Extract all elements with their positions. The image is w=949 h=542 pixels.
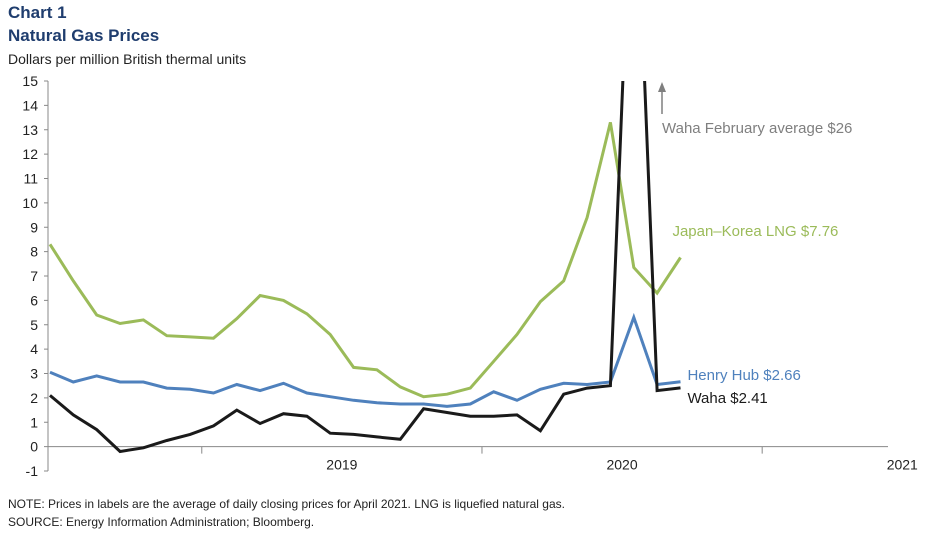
- y-tick-label: 12: [22, 146, 38, 162]
- series-labels: Japan–Korea LNG $7.76 Henry Hub $2.66 Waha…: [658, 82, 852, 407]
- henry-hub-line: [49, 312, 681, 408]
- y-tick-label: 2: [30, 390, 38, 406]
- footnote: NOTE: Prices in labels are the average o…: [8, 497, 565, 511]
- x-tick-label: 2021: [887, 457, 918, 473]
- y-tick-label: 6: [30, 292, 38, 308]
- y-tick-label: 15: [22, 73, 38, 89]
- y-tick-label: 10: [22, 195, 38, 211]
- y-tick-label: 7: [30, 268, 38, 284]
- y-tick-label: 1: [30, 414, 38, 430]
- y-tick-label: 4: [30, 341, 38, 357]
- annotation-arrowhead: [658, 82, 666, 92]
- x-tick-label: 2020: [606, 457, 637, 473]
- y-tick-label: 3: [30, 366, 38, 382]
- waha-february-annotation: Waha February average $26: [662, 120, 852, 137]
- chart-units: Dollars per million British thermal unit…: [8, 51, 247, 67]
- y-tick-label: 0: [30, 439, 38, 455]
- waha-line: [49, 81, 681, 454]
- henry-hub-label: Henry Hub $2.66: [687, 367, 800, 384]
- y-tick-label: 5: [30, 317, 38, 333]
- y-tick-label: 11: [23, 171, 38, 187]
- japan-korea-lng-line: [48, 122, 682, 399]
- source-note: SOURCE: Energy Information Administratio…: [8, 515, 315, 529]
- y-tick-label: 14: [22, 97, 38, 113]
- y-tick-label: 9: [30, 219, 38, 235]
- waha-label: Waha $2.41: [687, 390, 767, 407]
- x-tick-label: 2019: [326, 457, 357, 473]
- y-tick-label: -1: [26, 463, 39, 479]
- series-lines: [48, 81, 682, 454]
- x-axis: 2019 2020 2021: [48, 446, 918, 473]
- y-tick-label: 13: [22, 122, 38, 138]
- japan-korea-lng-label: Japan–Korea LNG $7.76: [672, 223, 838, 240]
- chart-title: Natural Gas Prices: [8, 26, 160, 45]
- chart-number: Chart 1: [8, 3, 67, 22]
- y-tick-label: 8: [30, 244, 38, 260]
